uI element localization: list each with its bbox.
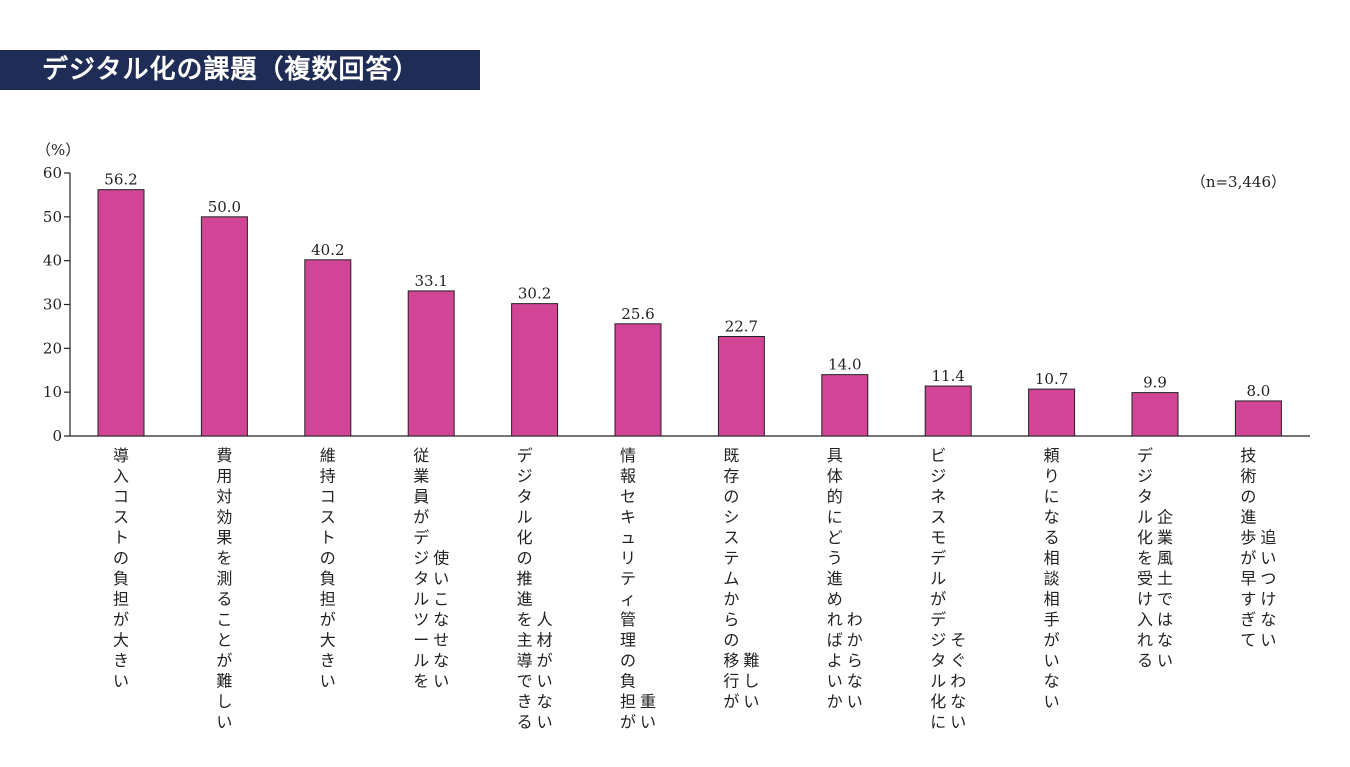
category-label: 難しい — [743, 651, 759, 711]
bar-value-label: 33.1 — [414, 272, 447, 290]
y-tick-label: 40 — [43, 252, 62, 270]
bar-value-label: 14.0 — [828, 356, 861, 374]
bar-value-label: 56.2 — [104, 171, 137, 189]
category-label: 使いこなせない — [433, 549, 449, 691]
bar — [1234, 400, 1282, 437]
category-label: 重い — [640, 692, 656, 732]
title-bar: デジタル化の課題（複数回答） — [0, 50, 480, 90]
bar — [614, 323, 662, 437]
category-label: 追いつけない — [1260, 528, 1276, 650]
y-tick-label: 10 — [43, 383, 62, 401]
bar — [200, 216, 248, 437]
bar-value-label: 25.6 — [621, 305, 654, 323]
bar — [1028, 388, 1076, 437]
bar — [924, 385, 972, 437]
category-label: ビジネスモデルがデジタル化に — [930, 446, 946, 732]
bar — [511, 303, 559, 437]
bar — [304, 259, 352, 437]
y-axis-unit-label: （%） — [36, 141, 80, 159]
bar — [97, 189, 145, 437]
category-label: 既存のシステムからの移行が — [723, 446, 739, 711]
category-label: わからない — [847, 610, 863, 711]
category-label: 技術の進歩が早すぎて — [1240, 446, 1256, 650]
y-tick-label: 30 — [43, 296, 62, 314]
bar-value-label: 9.9 — [1143, 374, 1167, 392]
category-label: 従業員がデジタルツールを — [413, 446, 429, 691]
bar — [1131, 392, 1179, 437]
y-tick-label: 60 — [43, 164, 62, 182]
category-label: デジタル化の推進を主導できる — [517, 446, 533, 732]
y-tick-label: 20 — [43, 339, 62, 357]
category-label: 維持コストの負担が大きい — [320, 446, 336, 691]
category-label: 費用対効果を測ることが難しい — [216, 446, 232, 732]
bar-value-label: 8.0 — [1246, 382, 1270, 400]
category-label: そぐわない — [950, 631, 966, 732]
bar — [407, 290, 455, 437]
category-label: 導入コストの負担が大きい — [113, 446, 129, 691]
y-tick-label: 0 — [52, 427, 62, 445]
y-axis-ticks: 0 10 20 30 40 50 60 — [43, 164, 70, 445]
category-label: 具体的にどう進めればよいか — [827, 446, 843, 711]
category-label: 頼りになる相談相手がいない — [1044, 446, 1060, 711]
bar-value-label: 10.7 — [1035, 370, 1068, 388]
bar-value-label: 30.2 — [518, 285, 551, 303]
bar — [717, 335, 765, 437]
bar-value-label: 50.0 — [208, 198, 241, 216]
y-tick-label: 50 — [43, 208, 62, 226]
category-label: 人材がいない — [537, 610, 553, 732]
bar-value-label: 11.4 — [931, 367, 964, 385]
category-labels-group: 導入コストの負担が大きい 費用対効果を測ることが難しい 維持コストの負担が大きい 従業… — [113, 446, 1276, 732]
bar — [821, 374, 869, 437]
category-label: デジタル化を受け入れる — [1137, 446, 1153, 670]
category-label: 情報セキュリティ管理の負担が — [620, 446, 636, 732]
category-label: 企業風土ではない — [1157, 508, 1173, 671]
chart-title: デジタル化の課題（複数回答） — [42, 55, 420, 85]
value-labels-group: 56.2 50.0 40.2 33.1 30.2 25.6 22.7 14.0 11.4 10.7… — [104, 171, 1270, 400]
sample-size-label: （n=3,446） — [1191, 173, 1286, 191]
bar-value-label: 22.7 — [725, 317, 758, 335]
bar-value-label: 40.2 — [311, 241, 344, 259]
bars-group — [97, 189, 1282, 437]
